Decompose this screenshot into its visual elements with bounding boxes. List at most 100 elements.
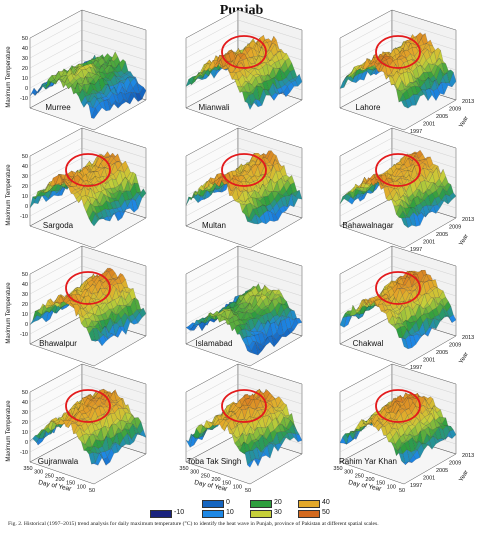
z-tick-label: -10 (20, 450, 28, 456)
z-tick-label: 50 (22, 36, 28, 42)
grid-line (339, 187, 393, 217)
station-label: Multan (202, 221, 226, 230)
legend-label: -10 (174, 509, 185, 516)
grid-line (185, 373, 239, 403)
station-label: Chakwal (353, 339, 384, 348)
surface-panel-murree: Murree 50 40 30 20 10 0 -10 Maximum Temperature (6, 9, 147, 131)
grid-line (391, 383, 457, 405)
day-tick-label: 300 (34, 470, 43, 476)
grid-line (185, 285, 239, 315)
year-tick-label: 2009 (449, 343, 461, 349)
surface-cell (91, 213, 99, 227)
z-tick-label: 40 (22, 400, 28, 406)
day-tick-label: 100 (387, 484, 396, 490)
year-tick-label: 2001 (423, 240, 435, 246)
year-axis-label: Year (459, 351, 470, 365)
station-label: Rahim Yar Khan (339, 457, 397, 466)
z-tick-label: 0 (25, 322, 28, 328)
z-tick-label: 0 (25, 440, 28, 446)
heat-wave-marker (375, 35, 421, 69)
z-tick-label: 30 (22, 292, 28, 298)
legend-swatch (150, 510, 172, 518)
z-tick-label: 10 (22, 312, 28, 318)
grid-line (339, 157, 393, 187)
z-tick-label: 0 (25, 86, 28, 92)
year-tick-label: 1997 (410, 483, 422, 489)
surface-cell (247, 102, 255, 110)
station-label: Bahawalnagar (342, 221, 393, 230)
grid-line (29, 19, 83, 49)
grid-line (391, 137, 457, 159)
grid-line (81, 39, 147, 61)
day-tick-label: 250 (45, 473, 54, 479)
legend-label: 20 (274, 499, 282, 506)
year-tick-label: 2001 (423, 358, 435, 364)
grid-line (29, 255, 83, 285)
z-axis-label: Maximum Temperature (6, 46, 12, 108)
z-tick-label: 40 (22, 164, 28, 170)
year-tick-label: 2013 (462, 453, 474, 459)
grid-line (185, 19, 239, 49)
year-tick-label: 2005 (436, 350, 448, 356)
surface-cell (91, 462, 99, 466)
legend-swatch (298, 510, 320, 518)
day-tick-label: 100 (233, 484, 242, 490)
grid-line (339, 19, 393, 49)
grid-line (185, 69, 239, 99)
day-tick-label: 100 (77, 484, 86, 490)
z-axis-label: Maximum Temperature (6, 282, 12, 344)
surface-cell (401, 460, 409, 465)
year-tick-label: 2001 (423, 122, 435, 128)
station-label: Sargoda (43, 221, 74, 230)
heat-wave-marker (221, 35, 267, 69)
grid-line (237, 255, 303, 277)
surface-panel-sargoda: Sargoda 50 40 30 20 10 0 -10 Maximum Temperature (6, 127, 147, 249)
grid-line (339, 137, 393, 167)
grid-line (339, 39, 393, 69)
z-tick-label: 10 (22, 430, 28, 436)
day-tick-label: 250 (355, 473, 364, 479)
grid-line (185, 383, 239, 413)
year-axis-label: Year (459, 469, 470, 483)
z-tick-label: 10 (22, 76, 28, 82)
year-tick-label: 1997 (410, 247, 422, 253)
year-tick-label: 2005 (436, 114, 448, 120)
station-label: Lahore (356, 103, 381, 112)
z-tick-label: 20 (22, 184, 28, 190)
grid-line (81, 373, 147, 395)
grid-line (339, 69, 393, 99)
grid-line (185, 157, 239, 187)
year-tick-label: 2013 (462, 99, 474, 105)
year-axis-label: Year (459, 115, 470, 129)
grid-line (29, 147, 83, 177)
legend-swatch (250, 500, 272, 508)
heat-wave-marker (65, 389, 111, 423)
surface-cell (91, 107, 99, 119)
grid-line (237, 265, 303, 287)
color-legend: -10 0 10 20 30 40 50 (150, 499, 370, 519)
grid-line (237, 275, 303, 297)
heat-wave-marker (65, 153, 111, 187)
day-tick-label: 200 (365, 477, 374, 483)
legend-swatch (298, 500, 320, 508)
grid-line (339, 383, 393, 413)
surface-panel-bhawalpur: Bhawalpur 50 40 30 20 10 0 -10 Maximum Temperatu… (6, 245, 147, 367)
day-tick-label: 50 (245, 488, 251, 494)
grid-line (185, 275, 239, 305)
grid-line (29, 59, 83, 89)
grid-line (29, 373, 83, 403)
day-tick-label: 300 (190, 470, 199, 476)
z-tick-label: 40 (22, 46, 28, 52)
grid-line (339, 373, 393, 403)
grid-line (185, 255, 239, 285)
surface-cell (247, 459, 255, 468)
surface-cell (401, 337, 409, 350)
surface-cell (401, 217, 409, 228)
z-tick-label: 10 (22, 194, 28, 200)
heat-wave-marker (375, 153, 421, 187)
grid-line (391, 373, 457, 395)
surface-panel-rahim-yar-khan: Rahim Yar Khan20132009200520011997Year35… (333, 363, 474, 494)
